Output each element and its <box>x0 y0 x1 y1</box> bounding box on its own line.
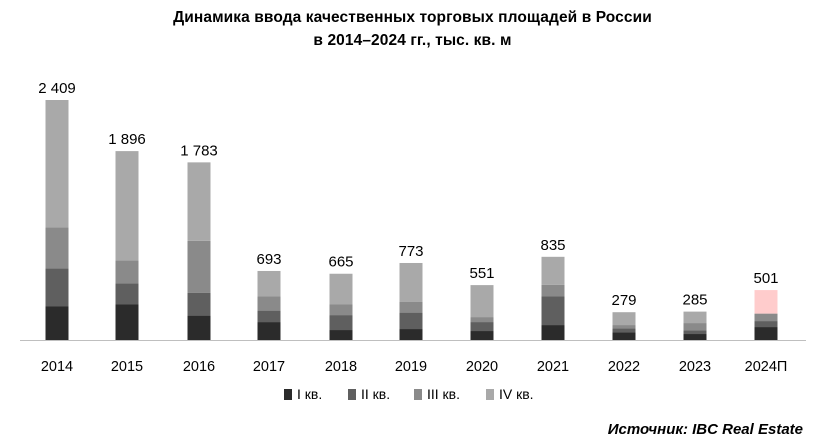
bar-segment-2014-q3 <box>45 227 69 269</box>
bar-segment-2017-q1 <box>257 322 281 340</box>
legend-label-q3: III кв. <box>427 386 460 402</box>
bar-segment-2023-q2 <box>683 330 707 335</box>
bar-segment-2017-q3 <box>257 296 281 311</box>
bar-segment-2017-q4 <box>257 270 281 297</box>
bar-segment-2024П-q4 <box>754 290 778 314</box>
x-tick-label-2014: 2014 <box>41 359 73 375</box>
total-label-2023: 285 <box>682 292 707 309</box>
bar-segment-2019-q3 <box>399 301 423 313</box>
legend-label-q2: II кв. <box>361 386 390 402</box>
total-label-2016: 1 783 <box>180 142 218 159</box>
bar-segment-2022-q2 <box>612 328 636 333</box>
total-label-2022: 279 <box>611 292 636 309</box>
bar-segment-2020-q4 <box>470 285 494 318</box>
chart-title: Динамика ввода качественных торговых пло… <box>173 9 652 26</box>
legend-swatch-q3 <box>414 389 422 400</box>
bar-segment-2023-q3 <box>683 323 707 331</box>
bar-segment-2018-q3 <box>329 304 353 316</box>
bar-segment-2024П-q3 <box>754 313 778 322</box>
bar-segment-2014-q2 <box>45 268 69 307</box>
bar-segment-2016-q3 <box>187 240 211 293</box>
bar-segment-2015-q3 <box>115 260 139 284</box>
bar-segment-2016-q2 <box>187 292 211 316</box>
bar-segment-2020-q3 <box>470 317 494 323</box>
bar-segment-2017-q2 <box>257 310 281 323</box>
x-tick-label-2022: 2022 <box>608 359 640 375</box>
x-tick-label-2020: 2020 <box>466 359 498 375</box>
total-label-2021: 835 <box>540 237 565 254</box>
legend-swatch-q1 <box>284 389 292 400</box>
total-label-2019: 773 <box>398 243 423 260</box>
bar-segment-2015-q2 <box>115 283 139 305</box>
bar-segment-2015-q4 <box>115 151 139 261</box>
bar-segment-2020-q2 <box>470 322 494 332</box>
x-tick-label-2021: 2021 <box>537 359 569 375</box>
x-tick-label-2016: 2016 <box>183 359 215 375</box>
bar-segment-2023-q4 <box>683 311 707 324</box>
total-label-2024П: 501 <box>753 270 778 287</box>
x-tick-label-2015: 2015 <box>111 359 143 375</box>
legend-label-q1: I кв. <box>297 386 322 402</box>
bar-segment-2024П-q2 <box>754 321 778 328</box>
bar-segment-2023-q1 <box>683 334 707 340</box>
x-tick-label-2024П: 2024П <box>745 359 788 375</box>
total-label-2017: 693 <box>256 251 281 268</box>
legend-swatch-q4 <box>486 389 494 400</box>
bar-segment-2021-q2 <box>541 296 565 326</box>
bar-segment-2018-q4 <box>329 273 353 305</box>
legend-label-q4: IV кв. <box>499 386 534 402</box>
total-label-2020: 551 <box>469 265 494 282</box>
bar-segment-2018-q1 <box>329 330 353 340</box>
bar-segment-2024П-q1 <box>754 327 778 340</box>
total-label-2014: 2 409 <box>38 80 76 97</box>
bar-segment-2018-q2 <box>329 315 353 331</box>
bar-segment-2015-q1 <box>115 304 139 340</box>
bar-segment-2022-q3 <box>612 325 636 329</box>
bar-segment-2021-q3 <box>541 284 565 297</box>
x-tick-label-2023: 2023 <box>679 359 711 375</box>
bar-segment-2022-q4 <box>612 312 636 326</box>
bar-segment-2019-q1 <box>399 329 423 340</box>
bar-segment-2021-q1 <box>541 325 565 340</box>
bar-segment-2022-q1 <box>612 332 636 340</box>
bar-segment-2016-q4 <box>187 162 211 241</box>
total-label-2018: 665 <box>328 254 353 271</box>
source-note: Источник: IBC Real Estate <box>607 421 803 438</box>
total-label-2015: 1 896 <box>108 131 146 148</box>
bar-segment-2019-q2 <box>399 312 423 330</box>
bar-segment-2020-q1 <box>470 331 494 340</box>
chart-subtitle: в 2014–2024 гг., тыс. кв. м <box>313 32 512 49</box>
bar-segment-2016-q1 <box>187 315 211 340</box>
bar-segment-2014-q4 <box>45 100 69 228</box>
x-tick-label-2018: 2018 <box>325 359 357 375</box>
x-tick-label-2017: 2017 <box>253 359 285 375</box>
bar-segment-2019-q4 <box>399 262 423 302</box>
bar-segment-2021-q4 <box>541 256 565 285</box>
x-tick-label-2019: 2019 <box>395 359 427 375</box>
legend-swatch-q2 <box>348 389 356 400</box>
bar-segment-2014-q1 <box>45 306 69 340</box>
